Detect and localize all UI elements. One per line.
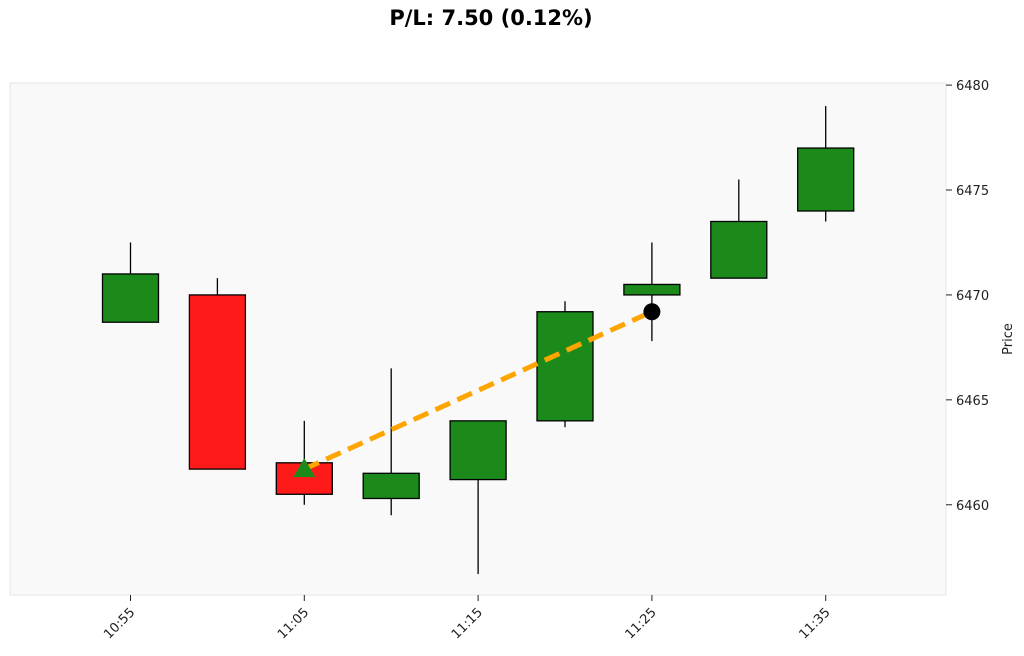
x-tick-label: 11:25 (623, 605, 660, 642)
x-tick-label: 11:05 (275, 605, 312, 642)
candle-body (710, 220, 768, 279)
y-tick-label: 6475 (956, 184, 989, 199)
y-tick-label: 6460 (956, 499, 989, 514)
entry-marker (293, 458, 316, 478)
chart-title: P/L: 7.50 (0.12%) (389, 6, 593, 30)
y-axis: 6460 6465 6470 6475 6480 (946, 79, 989, 514)
candle (449, 420, 507, 575)
exit-marker (643, 303, 661, 321)
candles (101, 106, 855, 575)
candle (188, 278, 247, 470)
candle (623, 242, 681, 342)
candle (536, 301, 594, 428)
candle-body (797, 147, 855, 212)
candle (362, 368, 420, 516)
candle-body (101, 273, 160, 323)
candle-body (449, 420, 507, 481)
candle (710, 179, 768, 279)
y-axis-label: Price (1001, 323, 1016, 355)
y-tick-label: 6470 (956, 289, 989, 304)
x-tick-label: 10:55 (101, 605, 138, 642)
candle-body (623, 283, 681, 296)
trade-overlay (293, 303, 661, 478)
candle-body (362, 472, 420, 500)
candle-body (188, 294, 247, 470)
trade-line (303, 309, 653, 472)
y-tick-label: 6465 (956, 394, 989, 409)
x-tick-label: 11:35 (796, 605, 833, 642)
candle (797, 106, 855, 222)
candle (101, 242, 160, 323)
x-axis: 10:55 11:05 11:15 11:25 11:35 (101, 595, 834, 642)
x-tick-label: 11:15 (449, 605, 486, 642)
candle-body (536, 311, 594, 422)
y-tick-label: 6480 (956, 79, 989, 94)
